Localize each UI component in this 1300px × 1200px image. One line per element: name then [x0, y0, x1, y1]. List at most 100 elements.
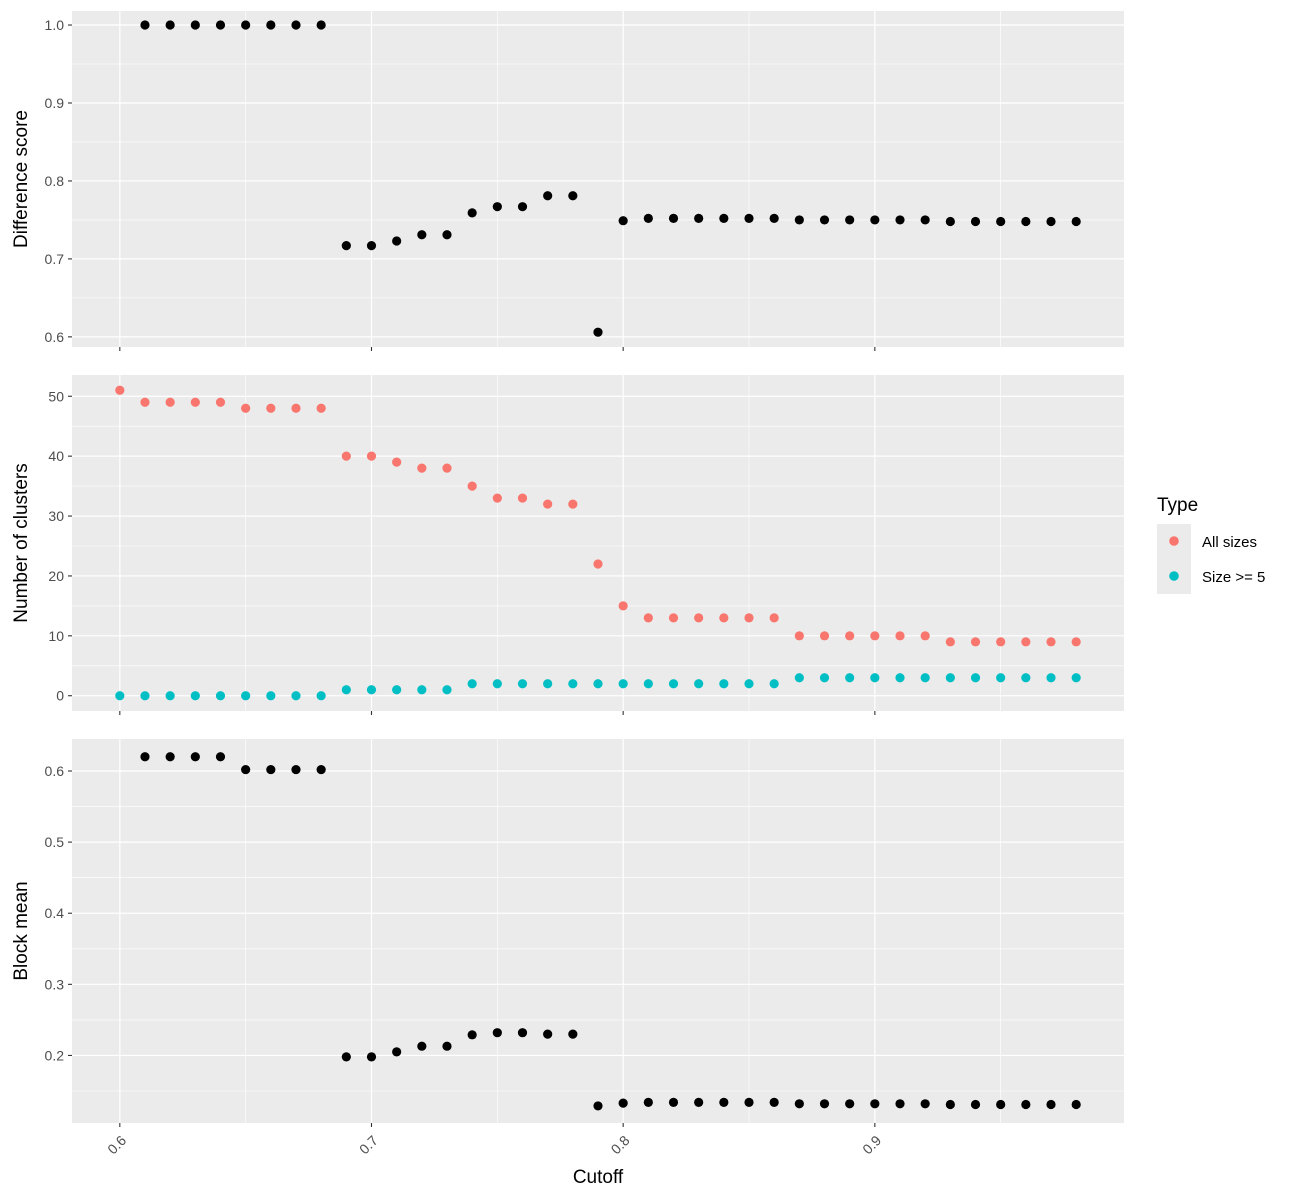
clusters-point-all-sizes [241, 403, 251, 413]
clusters-point-all-sizes [694, 613, 704, 623]
difference-point-series [845, 215, 855, 225]
clusters-point-size-5 [492, 679, 502, 689]
block-point-series [467, 1030, 477, 1040]
clusters-point-all-sizes [1021, 637, 1031, 647]
clusters-point-all-sizes [366, 451, 377, 461]
clusters-y-tick-label: 50 [48, 388, 64, 404]
difference-point-series [442, 230, 452, 240]
difference-point-series [819, 215, 830, 225]
clusters-point-all-sizes [392, 457, 402, 467]
block-point-series [291, 764, 301, 775]
difference-point-series [341, 241, 351, 251]
clusters-point-all-sizes [996, 637, 1006, 647]
block-point-series [920, 1099, 930, 1109]
difference-point-series [165, 20, 175, 30]
difference-y-axis-title: Difference score [11, 110, 32, 248]
clusters-point-all-sizes [845, 631, 855, 641]
clusters-point-all-sizes [618, 601, 628, 611]
clusters-point-all-sizes [920, 631, 930, 641]
clusters-point-all-sizes [543, 499, 553, 509]
difference-point-series [794, 215, 804, 225]
block-point-series [366, 1052, 377, 1062]
block-point-series [945, 1099, 955, 1110]
clusters-point-size-5 [870, 673, 880, 683]
difference-point-series [920, 215, 930, 225]
clusters-point-size-5 [643, 679, 653, 689]
block-point-series [1071, 1099, 1081, 1110]
legend-label-all-sizes: All sizes [1202, 534, 1257, 551]
difference-point-series [241, 20, 251, 30]
difference-point-series [744, 213, 754, 223]
clusters-point-size-5 [517, 679, 528, 689]
clusters-point-size-5 [266, 691, 276, 701]
block-point-series [970, 1099, 981, 1110]
clusters-point-all-sizes [719, 613, 729, 623]
block-y-axis-title: Block mean [11, 881, 32, 980]
block-point-series [593, 1101, 603, 1111]
clusters-point-size-5 [366, 685, 377, 695]
clusters-point-all-sizes [165, 397, 175, 407]
block-point-series [1021, 1099, 1031, 1110]
clusters-point-size-5 [794, 673, 804, 683]
difference-point-series [140, 20, 150, 30]
difference-point-series [517, 202, 528, 212]
block-point-series [517, 1028, 528, 1038]
difference-score-panel: 0.6 0.7 0.8 0.9 1.0 Difference score [11, 11, 1124, 351]
clusters-point-all-sizes [1046, 637, 1056, 647]
difference-point-series [291, 20, 301, 30]
block-point-series [643, 1097, 653, 1107]
legend: Type All sizes Size >= 5 [1157, 495, 1265, 594]
block-point-series [543, 1029, 553, 1039]
block-point-series [190, 752, 200, 762]
clusters-point-size-5 [945, 673, 955, 683]
difference-point-series [417, 230, 427, 240]
block-point-series [819, 1099, 830, 1109]
difference-point-series [190, 20, 200, 30]
difference-point-series [215, 20, 226, 30]
clusters-point-size-5 [115, 691, 125, 701]
difference-point-series [568, 191, 578, 201]
clusters-point-size-5 [819, 673, 830, 683]
difference-point-series [719, 213, 729, 223]
block-point-series [392, 1047, 402, 1057]
clusters-point-all-sizes [467, 481, 477, 491]
clusters-point-size-5 [165, 691, 175, 701]
difference-point-series [543, 191, 553, 201]
clusters-plot-background [72, 375, 1124, 711]
block-point-series [316, 764, 326, 775]
block-point-series [769, 1097, 779, 1107]
clusters-point-size-5 [920, 673, 930, 683]
difference-point-series [266, 20, 276, 30]
panels: 0.6 0.7 0.8 0.9 1.0 Difference score 0 10 20 30 40… [11, 11, 1124, 1157]
clusters-point-all-sizes [140, 397, 150, 407]
clusters-point-size-5 [190, 691, 200, 701]
clusters-point-all-sizes [115, 385, 125, 395]
clusters-point-size-5 [618, 679, 628, 689]
difference-y-tick-label: 0.6 [45, 329, 65, 345]
clusters-point-all-sizes [316, 403, 326, 413]
difference-point-series [366, 241, 377, 251]
clusters-point-all-sizes [593, 559, 603, 569]
difference-point-series [1071, 216, 1081, 227]
difference-point-series [593, 327, 603, 337]
clusters-point-size-5 [140, 691, 150, 701]
clusters-point-all-sizes [215, 397, 226, 407]
block-point-series [694, 1097, 704, 1107]
block-point-series [341, 1052, 351, 1062]
clusters-point-all-sizes [190, 397, 200, 407]
difference-point-series [1021, 216, 1031, 227]
legend-label-size-5: Size >= 5 [1202, 569, 1265, 586]
clusters-point-size-5 [895, 673, 905, 683]
clusters-point-all-sizes [870, 631, 880, 641]
clusters-point-size-5 [996, 673, 1006, 683]
block-point-series [618, 1098, 628, 1108]
clusters-y-tick-label: 10 [48, 628, 64, 644]
clusters-point-size-5 [593, 679, 603, 689]
clusters-point-size-5 [668, 679, 679, 689]
clusters-point-size-5 [694, 679, 704, 689]
legend-key-all-sizes [1169, 536, 1179, 546]
clusters-point-size-5 [769, 679, 779, 689]
block-point-series [870, 1099, 880, 1109]
